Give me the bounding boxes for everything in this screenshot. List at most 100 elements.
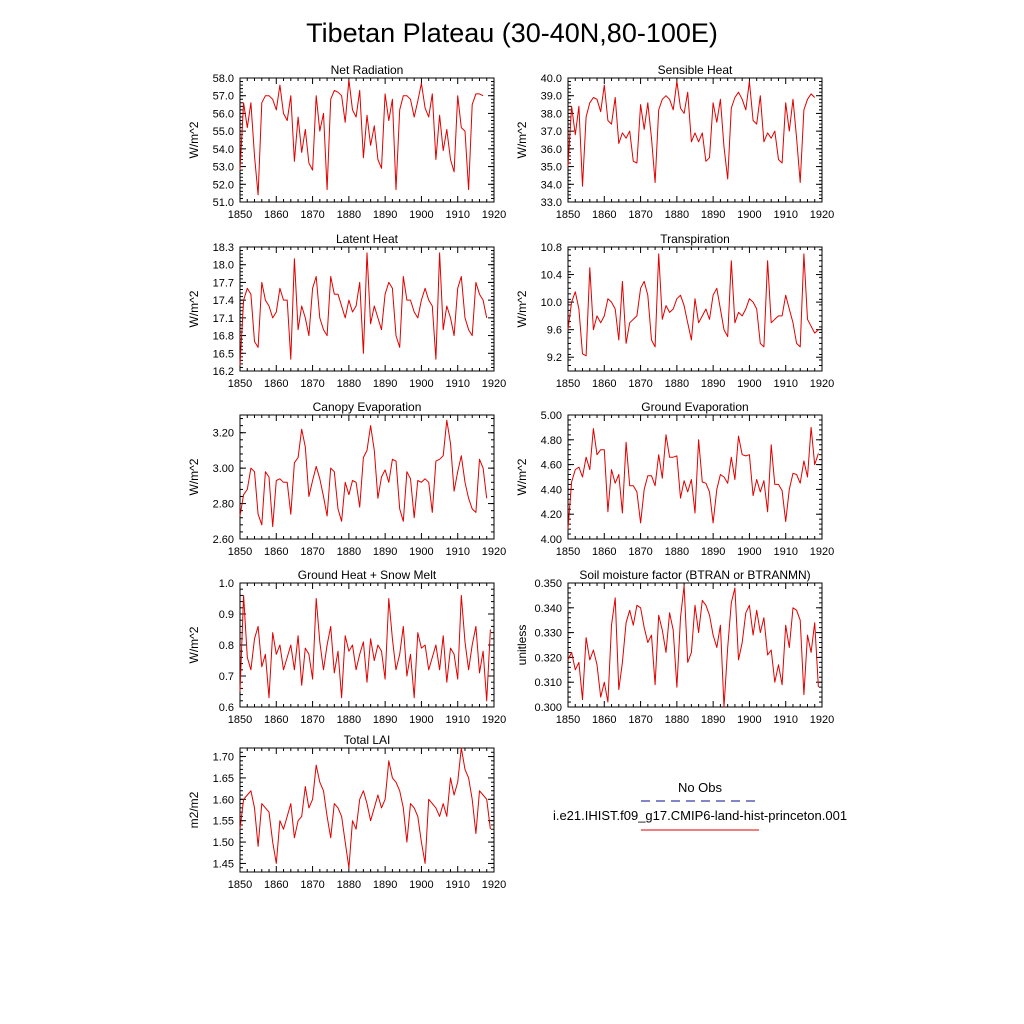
panel-title: Ground Heat + Snow Melt — [298, 568, 437, 582]
plot-frame — [567, 77, 823, 203]
series-line — [567, 253, 819, 357]
y-tick-label: 0.340 — [534, 603, 562, 615]
x-tick-label: 1920 — [482, 378, 506, 390]
x-tick-label: 1850 — [228, 714, 252, 726]
x-tick-label: 1900 — [737, 546, 761, 558]
y-tick-label: 3.20 — [213, 428, 234, 440]
y-tick-label: 0.350 — [534, 578, 562, 590]
panel-4: Transpiration W/m^2 1850 1860 1870 1880 1890 19… — [515, 232, 834, 390]
panel-7: Ground Heat + Snow Melt W/m^2 1850 1860 1870… — [187, 568, 506, 726]
x-tick-label: 1910 — [773, 546, 797, 558]
x-tick-label: 1850 — [228, 879, 252, 891]
x-tick-label: 1880 — [337, 546, 361, 558]
x-tick-label: 1920 — [482, 546, 506, 558]
series-line — [567, 426, 819, 530]
x-tick-label: 1880 — [665, 546, 689, 558]
y-tick-label: 10.4 — [541, 270, 562, 282]
x-tick-label: 1870 — [300, 209, 324, 221]
x-tick-label: 1890 — [373, 378, 397, 390]
y-tick-label: 0.330 — [534, 628, 562, 640]
y-tick-label: 1.45 — [213, 858, 234, 870]
y-tick-label: 0.9 — [219, 609, 234, 621]
y-tick-label: 37.0 — [541, 126, 562, 138]
y-tick-label: 0.6 — [219, 702, 234, 714]
y-axis-label: W/m^2 — [515, 290, 529, 327]
x-tick-label: 1860 — [264, 714, 288, 726]
y-tick-label: 35.0 — [541, 162, 562, 174]
y-tick-label: 53.0 — [213, 162, 234, 174]
x-tick-label: 1910 — [445, 209, 469, 221]
x-tick-label: 1880 — [337, 714, 361, 726]
x-tick-label: 1890 — [701, 378, 725, 390]
x-tick-label: 1890 — [701, 546, 725, 558]
y-tick-label: 51.0 — [213, 197, 234, 209]
y-tick-label: 34.0 — [541, 179, 562, 191]
x-tick-label: 1880 — [337, 209, 361, 221]
panel-title: Soil moisture factor (BTRAN or BTRANMN) — [579, 568, 810, 582]
x-tick-label: 1870 — [300, 546, 324, 558]
x-tick-label: 1920 — [810, 546, 834, 558]
x-tick-label: 1880 — [337, 879, 361, 891]
x-tick-label: 1920 — [810, 714, 834, 726]
x-tick-label: 1890 — [701, 714, 725, 726]
panels-group: Net Radiation W/m^2 1850 1860 1870 1880 1890 19… — [187, 63, 834, 891]
panel-9: Total LAI m2/m2 1850 1860 1870 1880 1890 1900 19… — [187, 733, 506, 891]
y-tick-label: 1.65 — [213, 773, 234, 785]
y-tick-label: 17.1 — [213, 313, 234, 325]
y-tick-label: 4.20 — [541, 509, 562, 521]
y-tick-label: 0.300 — [534, 702, 562, 714]
y-tick-label: 10.8 — [541, 242, 562, 254]
series-line — [239, 79, 484, 196]
y-tick-label: 17.4 — [213, 295, 234, 307]
y-tick-label: 1.50 — [213, 837, 234, 849]
x-tick-label: 1920 — [482, 714, 506, 726]
y-tick-label: 54.0 — [213, 144, 234, 156]
x-tick-label: 1900 — [409, 546, 433, 558]
x-tick-label: 1850 — [556, 546, 580, 558]
plot-frame — [567, 582, 823, 708]
panel-title: Transpiration — [660, 232, 730, 246]
y-tick-label: 1.0 — [219, 578, 234, 590]
y-tick-label: 18.0 — [213, 260, 234, 272]
x-tick-label: 1850 — [556, 209, 580, 221]
x-tick-label: 1900 — [737, 209, 761, 221]
x-tick-label: 1850 — [228, 378, 252, 390]
plot-frame — [239, 414, 495, 540]
x-tick-label: 1870 — [300, 879, 324, 891]
y-tick-label: 16.2 — [213, 366, 234, 378]
x-tick-label: 1860 — [264, 546, 288, 558]
x-tick-label: 1870 — [628, 546, 652, 558]
series-line — [567, 81, 816, 187]
x-tick-label: 1880 — [665, 209, 689, 221]
panel-title: Sensible Heat — [658, 63, 733, 77]
x-tick-label: 1880 — [665, 378, 689, 390]
panel-title: Net Radiation — [331, 63, 404, 77]
x-tick-label: 1860 — [264, 209, 288, 221]
x-tick-label: 1910 — [773, 714, 797, 726]
x-tick-label: 1880 — [665, 714, 689, 726]
plot-frame — [567, 414, 823, 540]
y-axis-label: W/m^2 — [187, 458, 201, 495]
y-tick-label: 18.3 — [213, 242, 234, 254]
x-tick-label: 1850 — [556, 714, 580, 726]
y-axis-label: W/m^2 — [187, 290, 201, 327]
y-tick-label: 3.00 — [213, 463, 234, 475]
x-tick-label: 1860 — [592, 209, 616, 221]
x-tick-label: 1860 — [592, 378, 616, 390]
series-line — [239, 594, 491, 702]
y-axis-label: W/m^2 — [187, 626, 201, 663]
x-tick-label: 1860 — [264, 378, 288, 390]
x-tick-label: 1870 — [628, 714, 652, 726]
x-tick-label: 1870 — [300, 714, 324, 726]
y-tick-label: 57.0 — [213, 91, 234, 103]
legend: No Obs i.e21.IHIST.f09_g17.CMIP6-land-hi… — [553, 780, 847, 831]
plot-frame — [239, 747, 495, 873]
x-tick-label: 1900 — [737, 378, 761, 390]
y-tick-label: 0.320 — [534, 652, 562, 664]
panel-2: Sensible Heat W/m^2 1850 1860 1870 1880 1890 19… — [515, 63, 834, 221]
x-tick-label: 1900 — [409, 714, 433, 726]
x-tick-label: 1850 — [228, 209, 252, 221]
y-tick-label: 40.0 — [541, 73, 562, 85]
